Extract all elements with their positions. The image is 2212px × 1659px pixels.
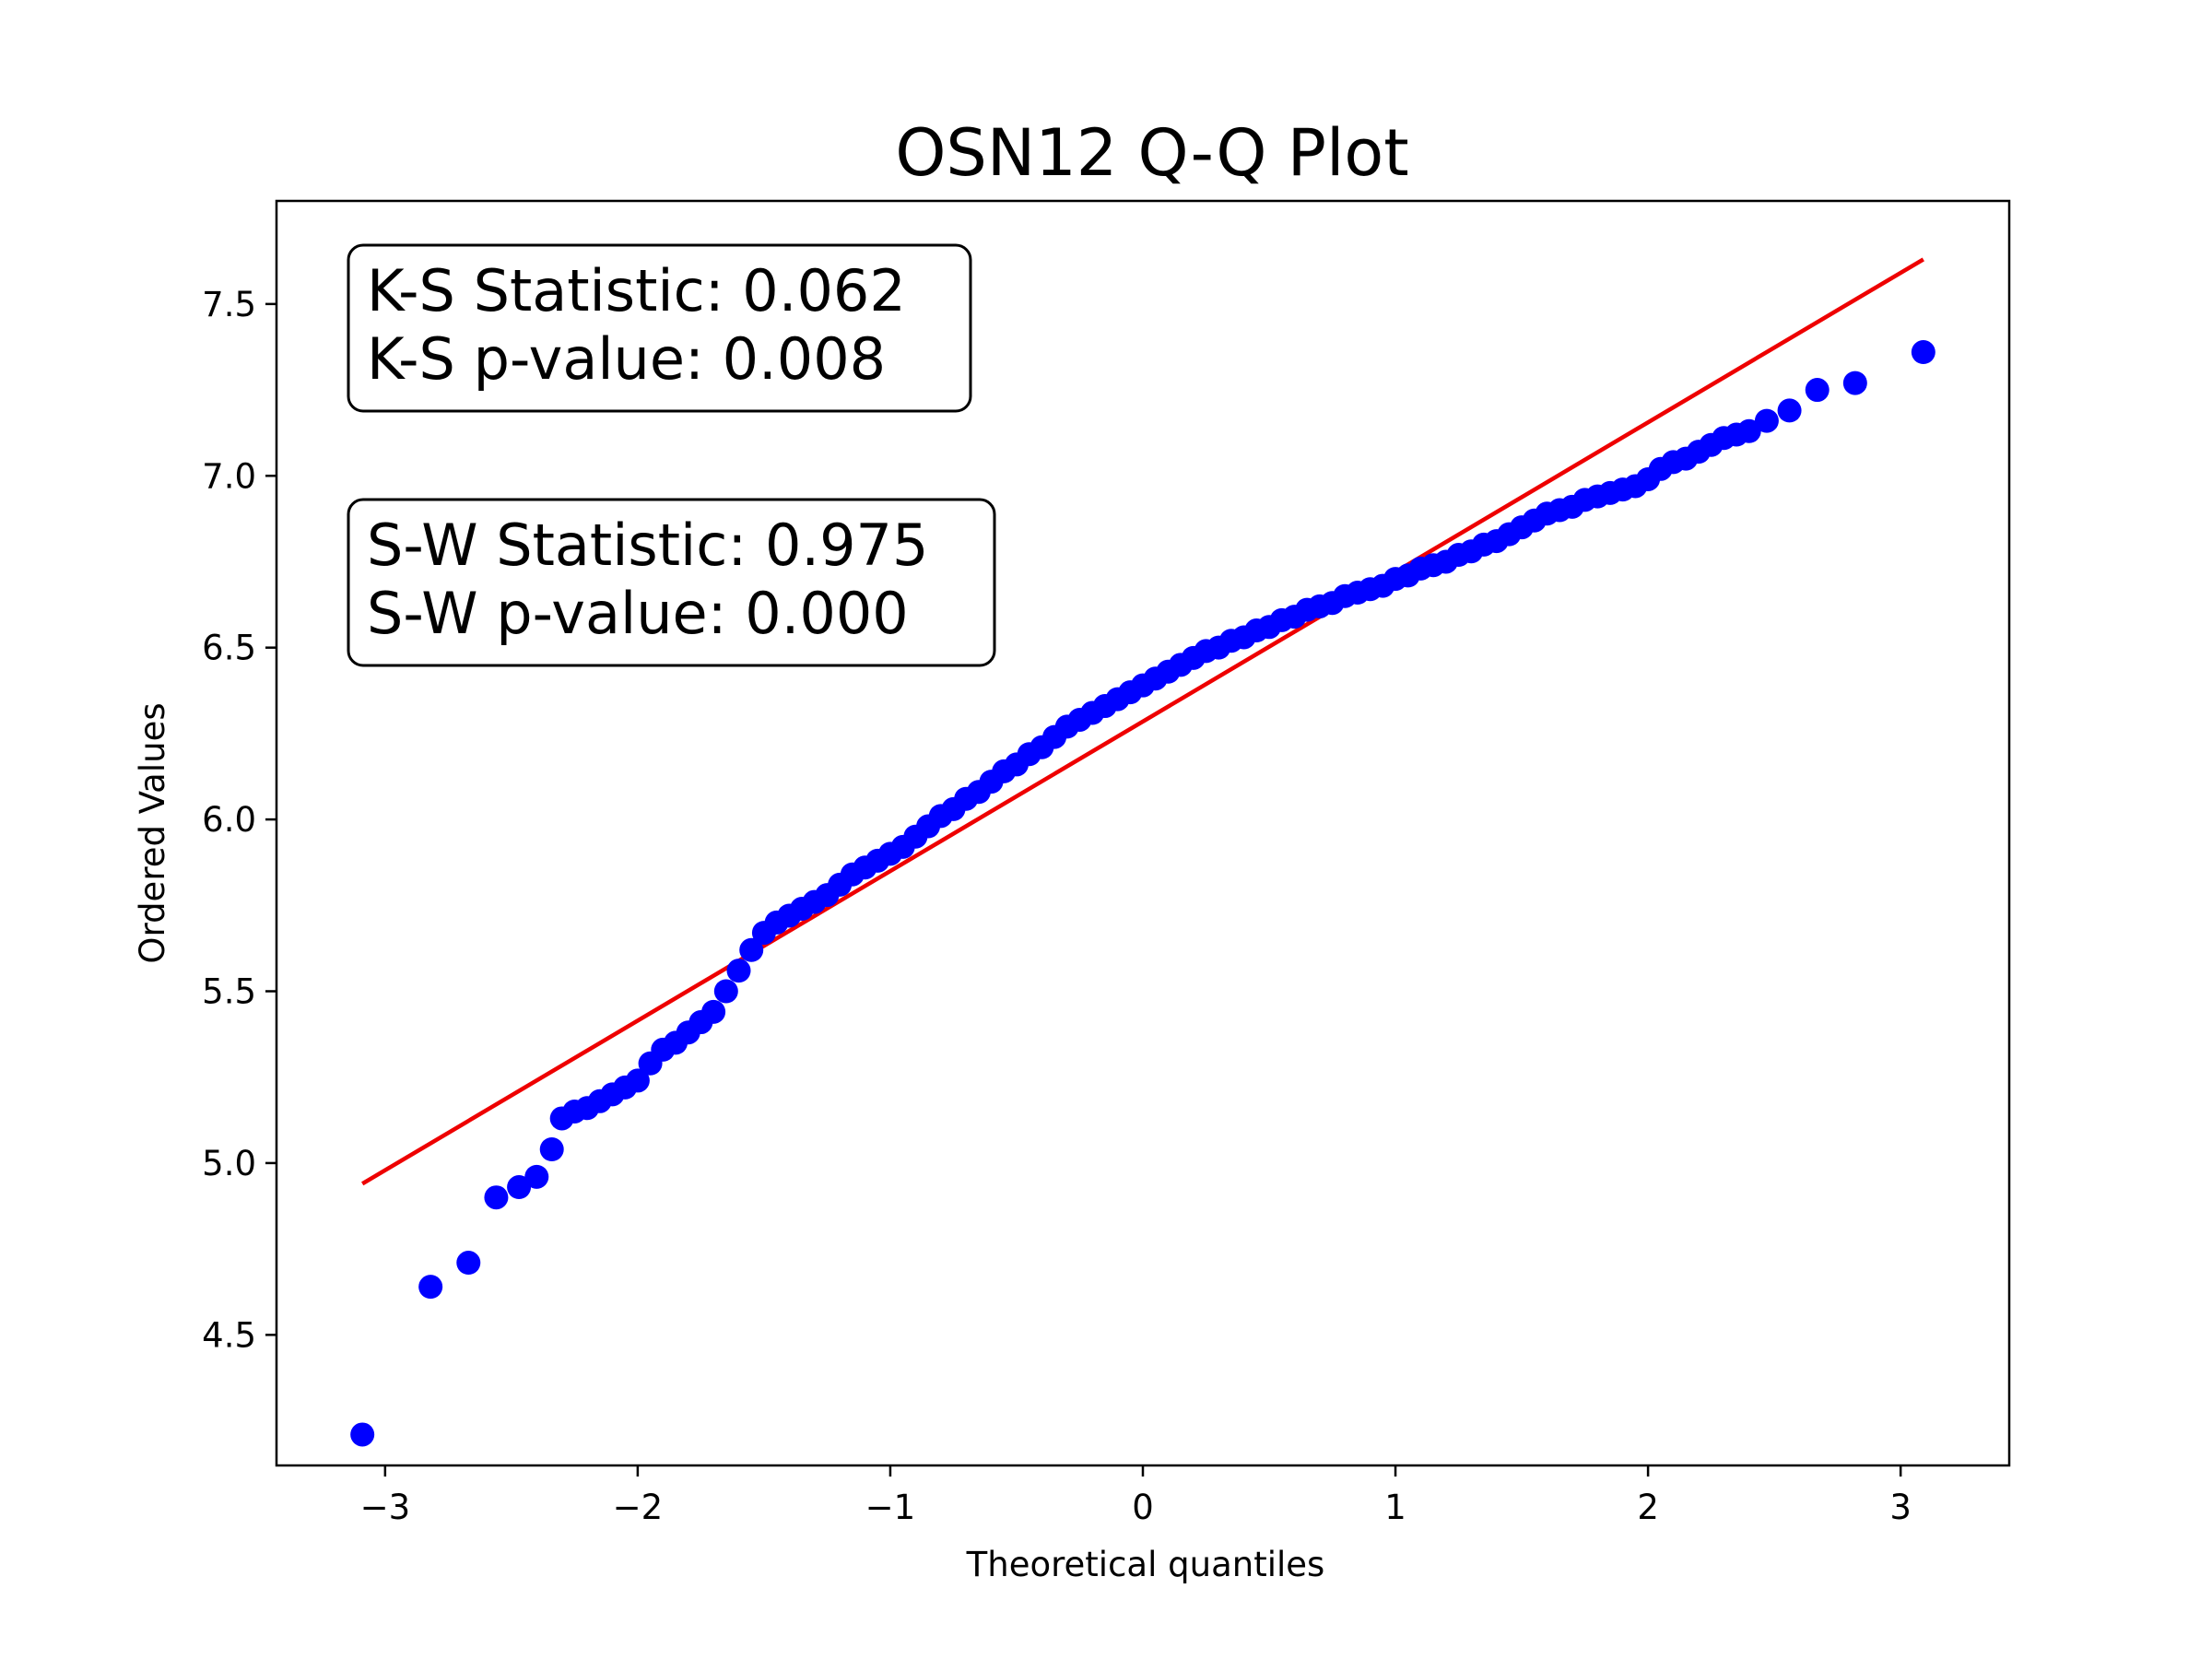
data-point bbox=[1842, 371, 1867, 395]
data-point bbox=[1911, 340, 1936, 365]
y-axis-ticks: 4.5 5.0 5.5 6.0 6.5 7.0 7.5 bbox=[202, 285, 276, 1355]
data-point bbox=[1805, 378, 1830, 403]
data-point bbox=[524, 1164, 549, 1189]
y-axis-label: Ordered Values bbox=[133, 702, 172, 963]
y-tick-label: 5.5 bbox=[202, 972, 256, 1012]
data-point bbox=[726, 959, 751, 983]
data-point bbox=[484, 1185, 509, 1210]
sw-p-value-text: S-W p-value: 0.000 bbox=[367, 580, 909, 647]
y-tick-label: 7.5 bbox=[202, 285, 256, 324]
ks-stats-box-frame bbox=[347, 243, 972, 413]
x-tick-label: 2 bbox=[1637, 1488, 1659, 1527]
x-tick-label: 1 bbox=[1384, 1488, 1406, 1527]
reference-line-layer bbox=[361, 257, 1924, 1186]
data-point bbox=[1736, 418, 1761, 443]
y-tick-label: 6.5 bbox=[202, 629, 256, 668]
data-point bbox=[456, 1251, 481, 1276]
data-point bbox=[1754, 408, 1779, 433]
chart-title: OSN12 Q-Q Plot bbox=[895, 115, 1408, 191]
x-axis-ticks: −3 −2 −1 0 1 2 3 bbox=[360, 1465, 1912, 1527]
plot-area bbox=[350, 257, 1936, 1447]
data-point bbox=[1777, 398, 1802, 423]
y-tick-label: 7.0 bbox=[202, 456, 256, 496]
sw-stats-box: S-W Statistic: 0.975 S-W p-value: 0.000 bbox=[347, 498, 996, 667]
y-tick-label: 6.0 bbox=[202, 800, 256, 840]
x-tick-label: −3 bbox=[360, 1488, 411, 1527]
data-point bbox=[739, 937, 764, 962]
ks-statistic-text: K-S Statistic: 0.062 bbox=[367, 257, 906, 324]
sw-stats-box-frame bbox=[347, 498, 996, 667]
data-point bbox=[507, 1175, 532, 1200]
x-tick-label: −2 bbox=[613, 1488, 664, 1527]
y-tick-label: 4.5 bbox=[202, 1315, 256, 1355]
y-tick-label: 5.0 bbox=[202, 1144, 256, 1183]
reference-fit-line bbox=[361, 257, 1924, 1186]
x-tick-label: 3 bbox=[1889, 1488, 1912, 1527]
data-point bbox=[539, 1137, 564, 1161]
x-tick-label: 0 bbox=[1132, 1488, 1154, 1527]
data-point bbox=[418, 1275, 443, 1300]
data-point bbox=[713, 979, 738, 1004]
data-point bbox=[625, 1068, 650, 1093]
sw-statistic-text: S-W Statistic: 0.975 bbox=[367, 512, 928, 579]
x-tick-label: −1 bbox=[865, 1488, 916, 1527]
ks-stats-box: K-S Statistic: 0.062 K-S p-value: 0.008 bbox=[347, 243, 972, 413]
data-points-layer bbox=[350, 340, 1936, 1447]
ks-p-value-text: K-S p-value: 0.008 bbox=[367, 325, 886, 393]
x-axis-label: Theoretical quantiles bbox=[966, 1545, 1325, 1584]
data-point bbox=[350, 1422, 375, 1447]
data-point bbox=[701, 999, 726, 1024]
